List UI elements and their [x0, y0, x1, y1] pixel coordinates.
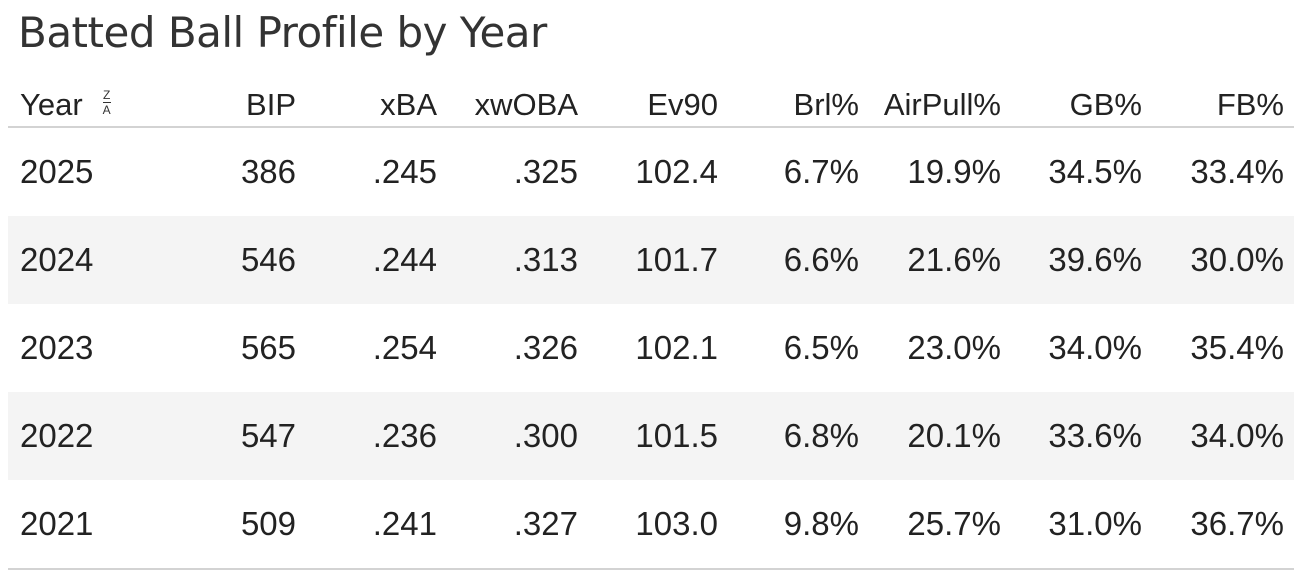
table-cell: 103.0 [588, 480, 728, 570]
table-row: 2024 546 .244 .313 101.7 6.6% 21.6% 39.6… [8, 216, 1294, 304]
table-cell: 102.4 [635, 153, 718, 190]
table-cell: 36.7% [1152, 480, 1294, 570]
table-cell: 2024 [8, 216, 156, 304]
column-header-airpull-pct[interactable]: AirPull% [869, 84, 1011, 128]
table-cell: .241 [306, 480, 447, 570]
table-cell: 2022 [8, 392, 156, 480]
table-cell: 25.7% [869, 480, 1011, 570]
table-cell: 547 [156, 392, 306, 480]
column-header-year[interactable]: Year Z A [8, 84, 156, 128]
column-header-bip[interactable]: BIP [156, 84, 306, 128]
table-cell: 2021 [8, 480, 156, 570]
table-row: 2021 509 .241 .327 103.0 9.8% 25.7% 31.0… [8, 480, 1294, 570]
column-header-fb-pct[interactable]: FB% [1152, 84, 1294, 128]
table-cell: .325 [513, 153, 578, 190]
table-cell: .236 [306, 392, 447, 480]
table-cell: .327 [447, 480, 588, 570]
table-row: 2023 565 .254 .326 102.1 6.5% 23.0% 34.0… [8, 304, 1294, 392]
table-cell: 6.8% [728, 392, 869, 480]
table-cell: 2025 [20, 153, 94, 190]
table-cell: 19.9% [907, 153, 1001, 190]
column-header-xba[interactable]: xBA [306, 84, 447, 128]
column-header-gb-pct[interactable]: GB% [1011, 84, 1152, 128]
table-cell: 21.6% [869, 216, 1011, 304]
table-cell: .300 [447, 392, 588, 480]
table-cell: 33.6% [1011, 392, 1152, 480]
table-cell: 30.0% [1152, 216, 1294, 304]
table-cell: 33.4% [1190, 153, 1284, 190]
table-cell: .254 [372, 329, 437, 366]
table-cell: 39.6% [1011, 216, 1152, 304]
table-cell: 20.1% [869, 392, 1011, 480]
table-cell: 102.1 [635, 329, 718, 366]
column-header-label: Year [20, 87, 83, 122]
table-cell: .244 [306, 216, 447, 304]
table-title: Batted Ball Profile by Year [18, 8, 547, 57]
column-header-ev90[interactable]: Ev90 [588, 84, 728, 128]
column-header-xwoba[interactable]: xwOBA [447, 84, 588, 128]
table-cell: 9.8% [728, 480, 869, 570]
table-cell: 6.7% [783, 153, 859, 190]
table-cell: .245 [372, 153, 437, 190]
table-cell: 31.0% [1011, 480, 1152, 570]
batted-ball-table: Year Z A BIP xBA xwOBA Ev90 Brl% AirPull% … [8, 84, 1294, 570]
column-header-brl-pct[interactable]: Brl% [728, 84, 869, 128]
table-cell: 101.5 [588, 392, 728, 480]
table-cell: 34.5% [1048, 153, 1142, 190]
table-cell: 34.0% [1048, 329, 1142, 366]
table-cell: 35.4% [1190, 329, 1284, 366]
table-row: 2025 386 .245 .325 102.4 6.7% 19.9% 34.5… [8, 127, 1294, 216]
table-cell: .326 [513, 329, 578, 366]
table-cell: 2023 [20, 329, 94, 366]
table-cell: 386 [240, 153, 296, 190]
table-cell: 6.5% [783, 329, 859, 366]
table-cell: 34.0% [1152, 392, 1294, 480]
table-row: 2022 547 .236 .300 101.5 6.8% 20.1% 33.6… [8, 392, 1294, 480]
table-cell: 509 [156, 480, 306, 570]
table-cell: 23.0% [907, 329, 1001, 366]
table-cell: 546 [156, 216, 306, 304]
table-cell: 101.7 [588, 216, 728, 304]
table-cell: .313 [447, 216, 588, 304]
header-row: Year Z A BIP xBA xwOBA Ev90 Brl% AirPull% … [8, 84, 1294, 128]
table-cell: 565 [240, 329, 296, 366]
table-cell: 6.6% [728, 216, 869, 304]
